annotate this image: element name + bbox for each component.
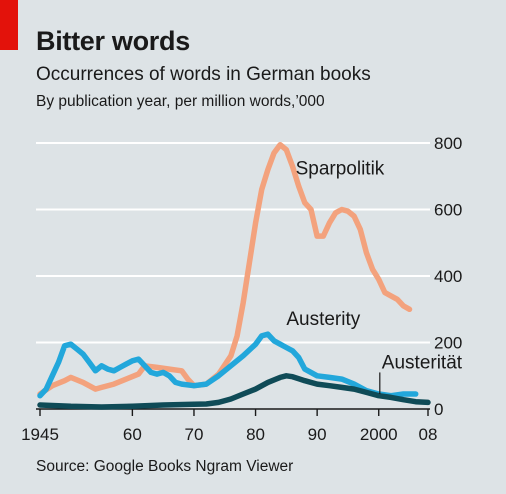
series-label-sparpolitik: Sparpolitik bbox=[296, 159, 385, 180]
x-tick-label: 08 bbox=[419, 425, 438, 444]
series-label-austerit-t: Austerität bbox=[382, 352, 463, 373]
x-tick-label: 1945 bbox=[21, 425, 59, 444]
chart-subtitle: Occurrences of words in German books bbox=[36, 64, 371, 85]
x-tick-label: 2000 bbox=[360, 425, 398, 444]
x-tick-label: 90 bbox=[308, 425, 327, 444]
y-tick-label: 400 bbox=[434, 267, 462, 286]
y-tick-label: 600 bbox=[434, 201, 462, 220]
chart-title: Bitter words bbox=[36, 26, 190, 56]
y-tick-label: 0 bbox=[434, 400, 443, 419]
chart-unit-note: By publication year, per million words,’… bbox=[36, 93, 325, 110]
y-tick-label: 800 bbox=[434, 134, 462, 153]
chart-source: Source: Google Books Ngram Viewer bbox=[36, 458, 294, 475]
y-tick-label: 200 bbox=[434, 334, 462, 353]
series-line-sparpolitik bbox=[37, 141, 413, 397]
series-label-austerity: Austerity bbox=[286, 309, 360, 330]
brand-red-flag bbox=[0, 0, 18, 50]
x-tick-label: 70 bbox=[185, 425, 204, 444]
x-tick-label: 80 bbox=[246, 425, 265, 444]
x-tick-label: 60 bbox=[123, 425, 142, 444]
series-line-austerity bbox=[37, 331, 419, 399]
series-line-austerit-t bbox=[37, 373, 431, 410]
